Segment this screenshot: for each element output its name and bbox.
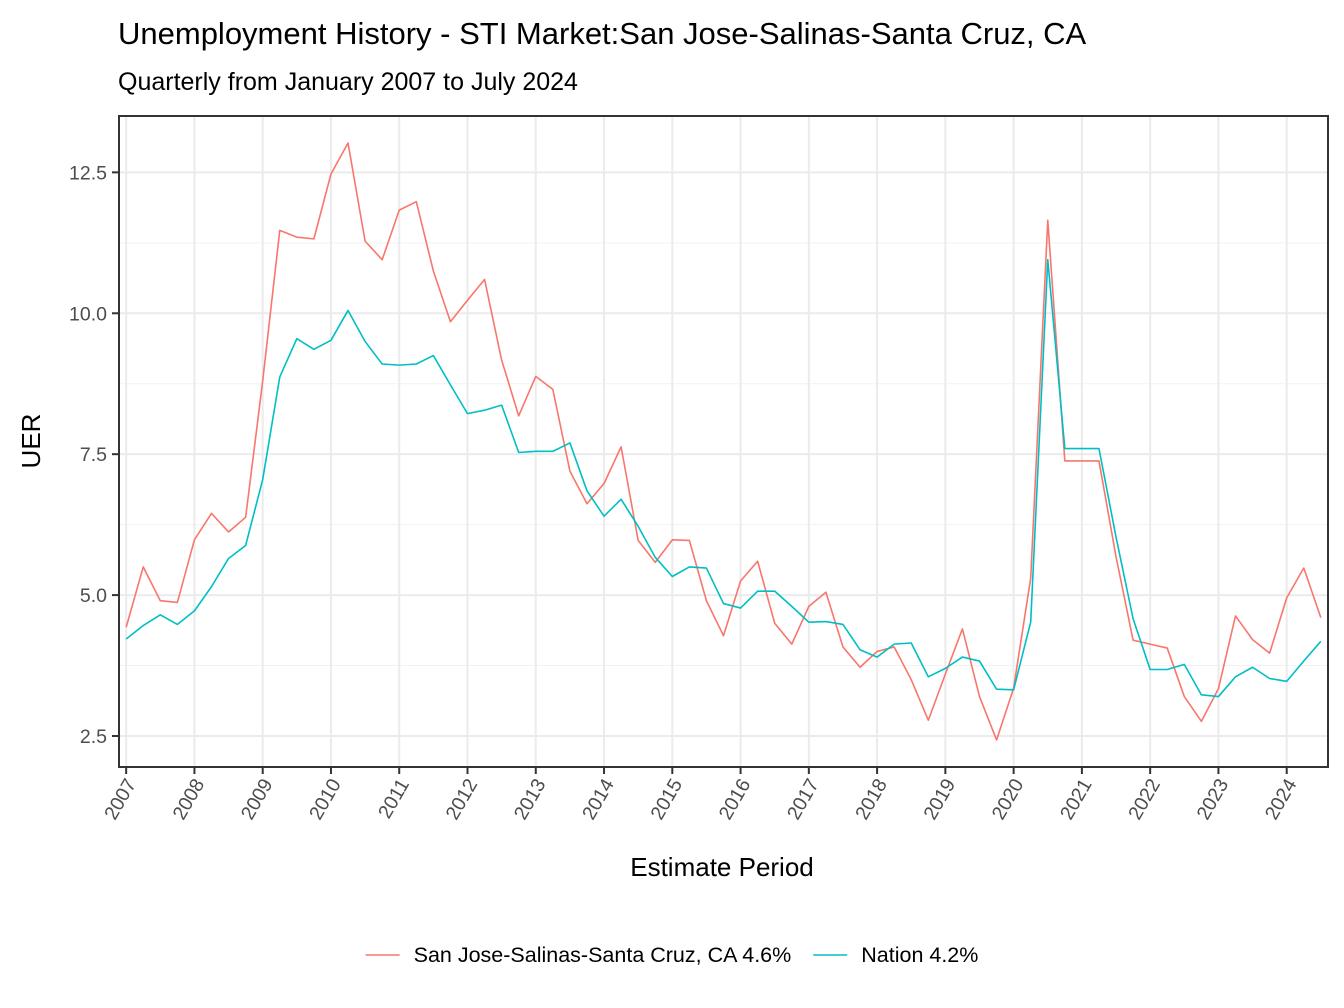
series-layer <box>125 142 1322 741</box>
x-tick-label: 2015 <box>646 775 687 824</box>
legend: San Jose-Salinas-Santa Cruz, CA 4.6% Nati… <box>365 943 978 967</box>
chart-title: Unemployment History - STI Market:San Jo… <box>118 16 1087 51</box>
x-tick-label: 2023 <box>1192 775 1233 824</box>
x-tick-label: 2021 <box>1056 775 1097 824</box>
plot-border <box>118 115 1329 768</box>
y-tick-label: 7.5 <box>80 444 107 466</box>
x-tick-label: 2014 <box>578 775 619 824</box>
x-tick-label: 2024 <box>1261 775 1302 824</box>
y-tick-label: 12.5 <box>69 162 107 184</box>
plot-background <box>119 116 1328 767</box>
x-tick-label: 2022 <box>1124 775 1165 824</box>
y-axis-title: UER <box>16 414 46 469</box>
grid-minor <box>119 242 1328 667</box>
x-tick-label: 2016 <box>715 775 756 824</box>
x-tick-label: 2012 <box>442 775 483 824</box>
x-tick-label: 2007 <box>100 775 141 824</box>
y-tick-label: 5.0 <box>80 585 107 607</box>
plot-panel <box>118 115 1329 768</box>
series-line <box>125 258 1322 698</box>
x-tick-label: 2010 <box>305 775 346 824</box>
legend-label: Nation 4.2% <box>861 943 978 967</box>
chart-subtitle: Quarterly from January 2007 to July 2024 <box>118 68 578 96</box>
y-axis: 2.5 5.0 7.5 10.0 12.5 <box>69 162 119 748</box>
x-tick-label: 2020 <box>988 775 1029 824</box>
y-tick-label: 2.5 <box>80 726 107 748</box>
x-tick-label: 2019 <box>919 775 960 824</box>
x-axis: 2007 2008 2009 2010 2011 2012 2013 2014 2015 2016… <box>100 767 1302 824</box>
legend-label: San Jose-Salinas-Santa Cruz, CA 4.6% <box>414 943 792 967</box>
x-tick-label: 2013 <box>510 775 551 824</box>
x-tick-label: 2009 <box>237 775 278 824</box>
y-tick-label: 10.0 <box>69 303 107 325</box>
x-tick-label: 2017 <box>783 775 824 824</box>
x-axis-title: Estimate Period <box>630 852 814 882</box>
series-line <box>125 142 1322 741</box>
grid-major <box>119 116 1328 767</box>
x-tick-label: 2018 <box>851 775 892 824</box>
x-tick-label: 2008 <box>168 775 209 824</box>
x-tick-label: 2011 <box>374 775 414 822</box>
